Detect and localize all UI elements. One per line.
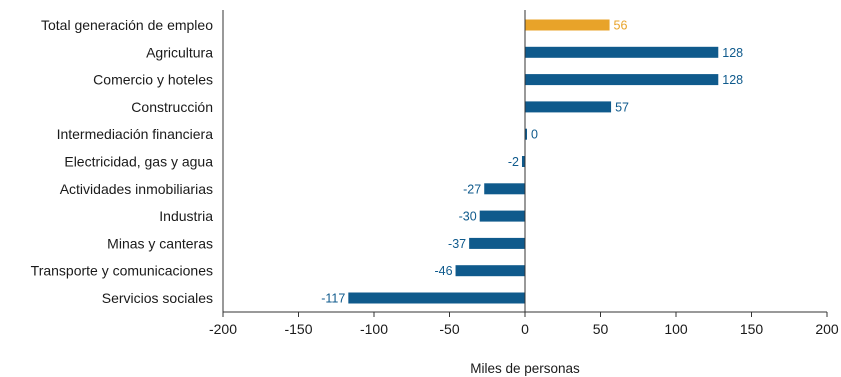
bar-8 xyxy=(469,237,525,249)
bar-2 xyxy=(525,74,719,86)
x-tick-label-7: 150 xyxy=(740,321,764,337)
value-labels: 56 128 128 57 0 -2 -27 -30 -37 -46 -117 xyxy=(321,19,743,306)
bar-4 xyxy=(525,128,527,140)
value-label-3: 57 xyxy=(615,100,629,114)
x-tick-label-5: 50 xyxy=(593,321,609,337)
x-tick-label-1: -150 xyxy=(284,321,312,337)
category-label-8: Minas y canteras xyxy=(107,235,213,251)
bar-5 xyxy=(521,156,525,167)
value-label-2: 128 xyxy=(722,73,743,87)
bar-3 xyxy=(525,101,612,113)
category-label-10: Servicios sociales xyxy=(102,290,213,306)
bar-1 xyxy=(525,46,719,58)
x-axis-title: Miles de personas xyxy=(470,361,580,376)
x-tick-label-3: -50 xyxy=(439,321,459,337)
bar-6 xyxy=(484,183,525,195)
category-label-9: Transporte y comunicaciones xyxy=(31,263,213,279)
category-label-4: Intermediación financiera xyxy=(57,126,214,142)
x-axis-ticks: -200 -150 -100 -50 0 50 100 150 200 xyxy=(209,312,839,337)
bar-9 xyxy=(455,265,525,277)
value-label-5: -2 xyxy=(508,155,519,169)
category-label-1: Agricultura xyxy=(146,44,213,60)
x-tick-label-0: -200 xyxy=(209,321,237,337)
value-label-6: -27 xyxy=(463,182,481,196)
x-tick-label-6: 100 xyxy=(664,321,688,337)
bar-10 xyxy=(348,292,525,304)
x-tick-label-8: 200 xyxy=(815,321,839,337)
value-label-1: 128 xyxy=(722,46,743,60)
value-label-8: -37 xyxy=(448,237,466,251)
bar-0 xyxy=(525,19,610,31)
x-tick-label-4: 0 xyxy=(521,321,529,337)
category-label-5: Electricidad, gas y agua xyxy=(64,154,213,170)
x-tick-label-2: -100 xyxy=(360,321,388,337)
category-label-2: Comercio y hoteles xyxy=(93,72,213,88)
value-label-9: -46 xyxy=(434,264,452,278)
bar-7 xyxy=(479,210,525,222)
bars-layer xyxy=(348,19,719,304)
value-label-0: 56 xyxy=(614,19,628,33)
category-label-0: Total generación de empleo xyxy=(41,17,213,33)
value-label-10: -117 xyxy=(321,292,345,306)
value-label-7: -30 xyxy=(459,210,477,224)
category-label-7: Industria xyxy=(159,208,213,224)
value-label-4: 0 xyxy=(531,128,538,142)
category-label-3: Construcción xyxy=(131,99,213,115)
category-labels: Total generación de empleo Agricultura Com… xyxy=(31,17,214,306)
category-label-6: Actividades inmobiliarias xyxy=(60,181,213,197)
